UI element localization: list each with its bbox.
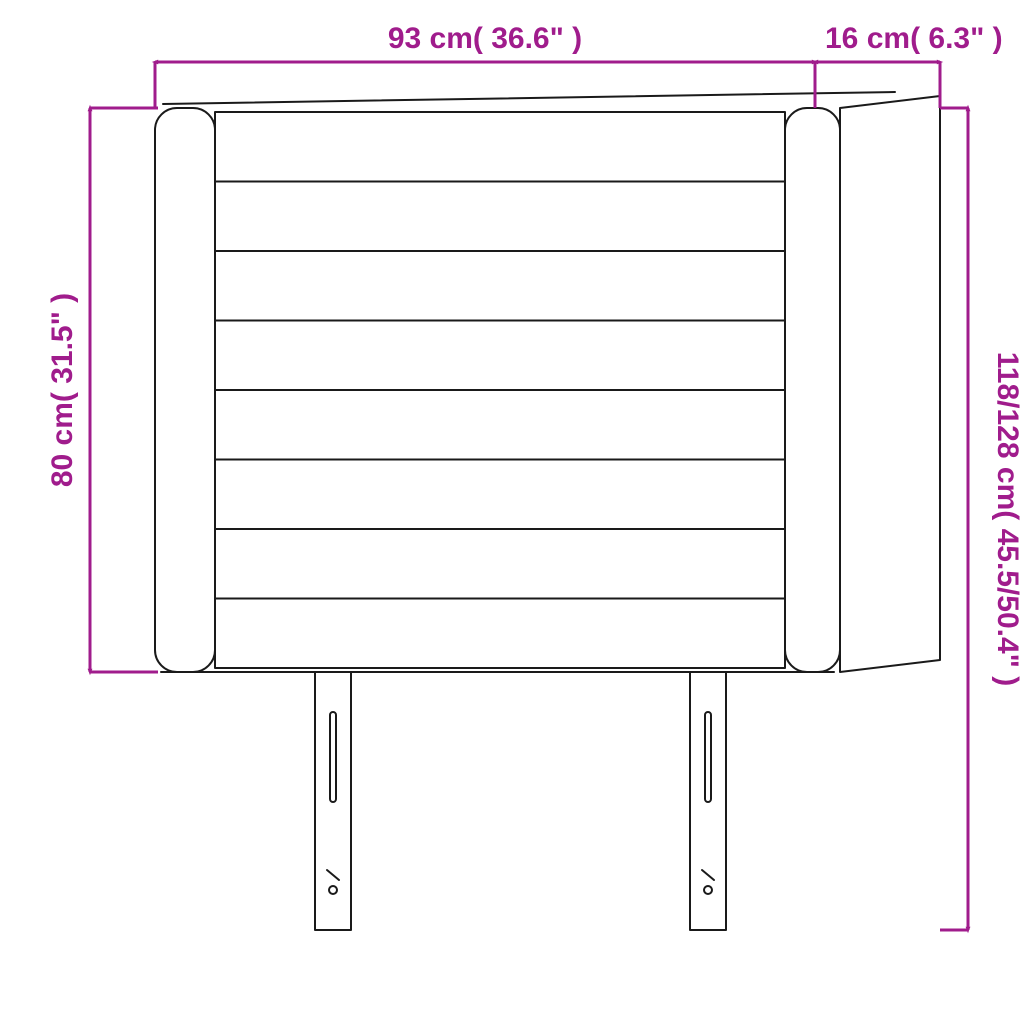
mount-leg-left [315,672,351,930]
product-drawing [155,92,940,930]
dimensions.depth_top: 16 cm( 6.3" ) [825,22,1003,55]
dimensions.height_left: 80 cm( 31.5" ) [46,293,79,487]
back-edge-top [163,92,895,104]
dimensions-group: 93 cm( 36.6" ) 16 cm( 6.3" ) 80 cm( 31.5" … [46,22,1024,930]
mount-leg-right [690,672,726,930]
left-wing [155,108,215,672]
dimensions.height_right: 118/128 cm( 45.5/50.4" ) [991,352,1024,686]
dimensions.width_top: 93 cm( 36.6" ) [388,22,582,55]
right-wing [785,108,840,672]
depth-side-right [840,96,940,672]
